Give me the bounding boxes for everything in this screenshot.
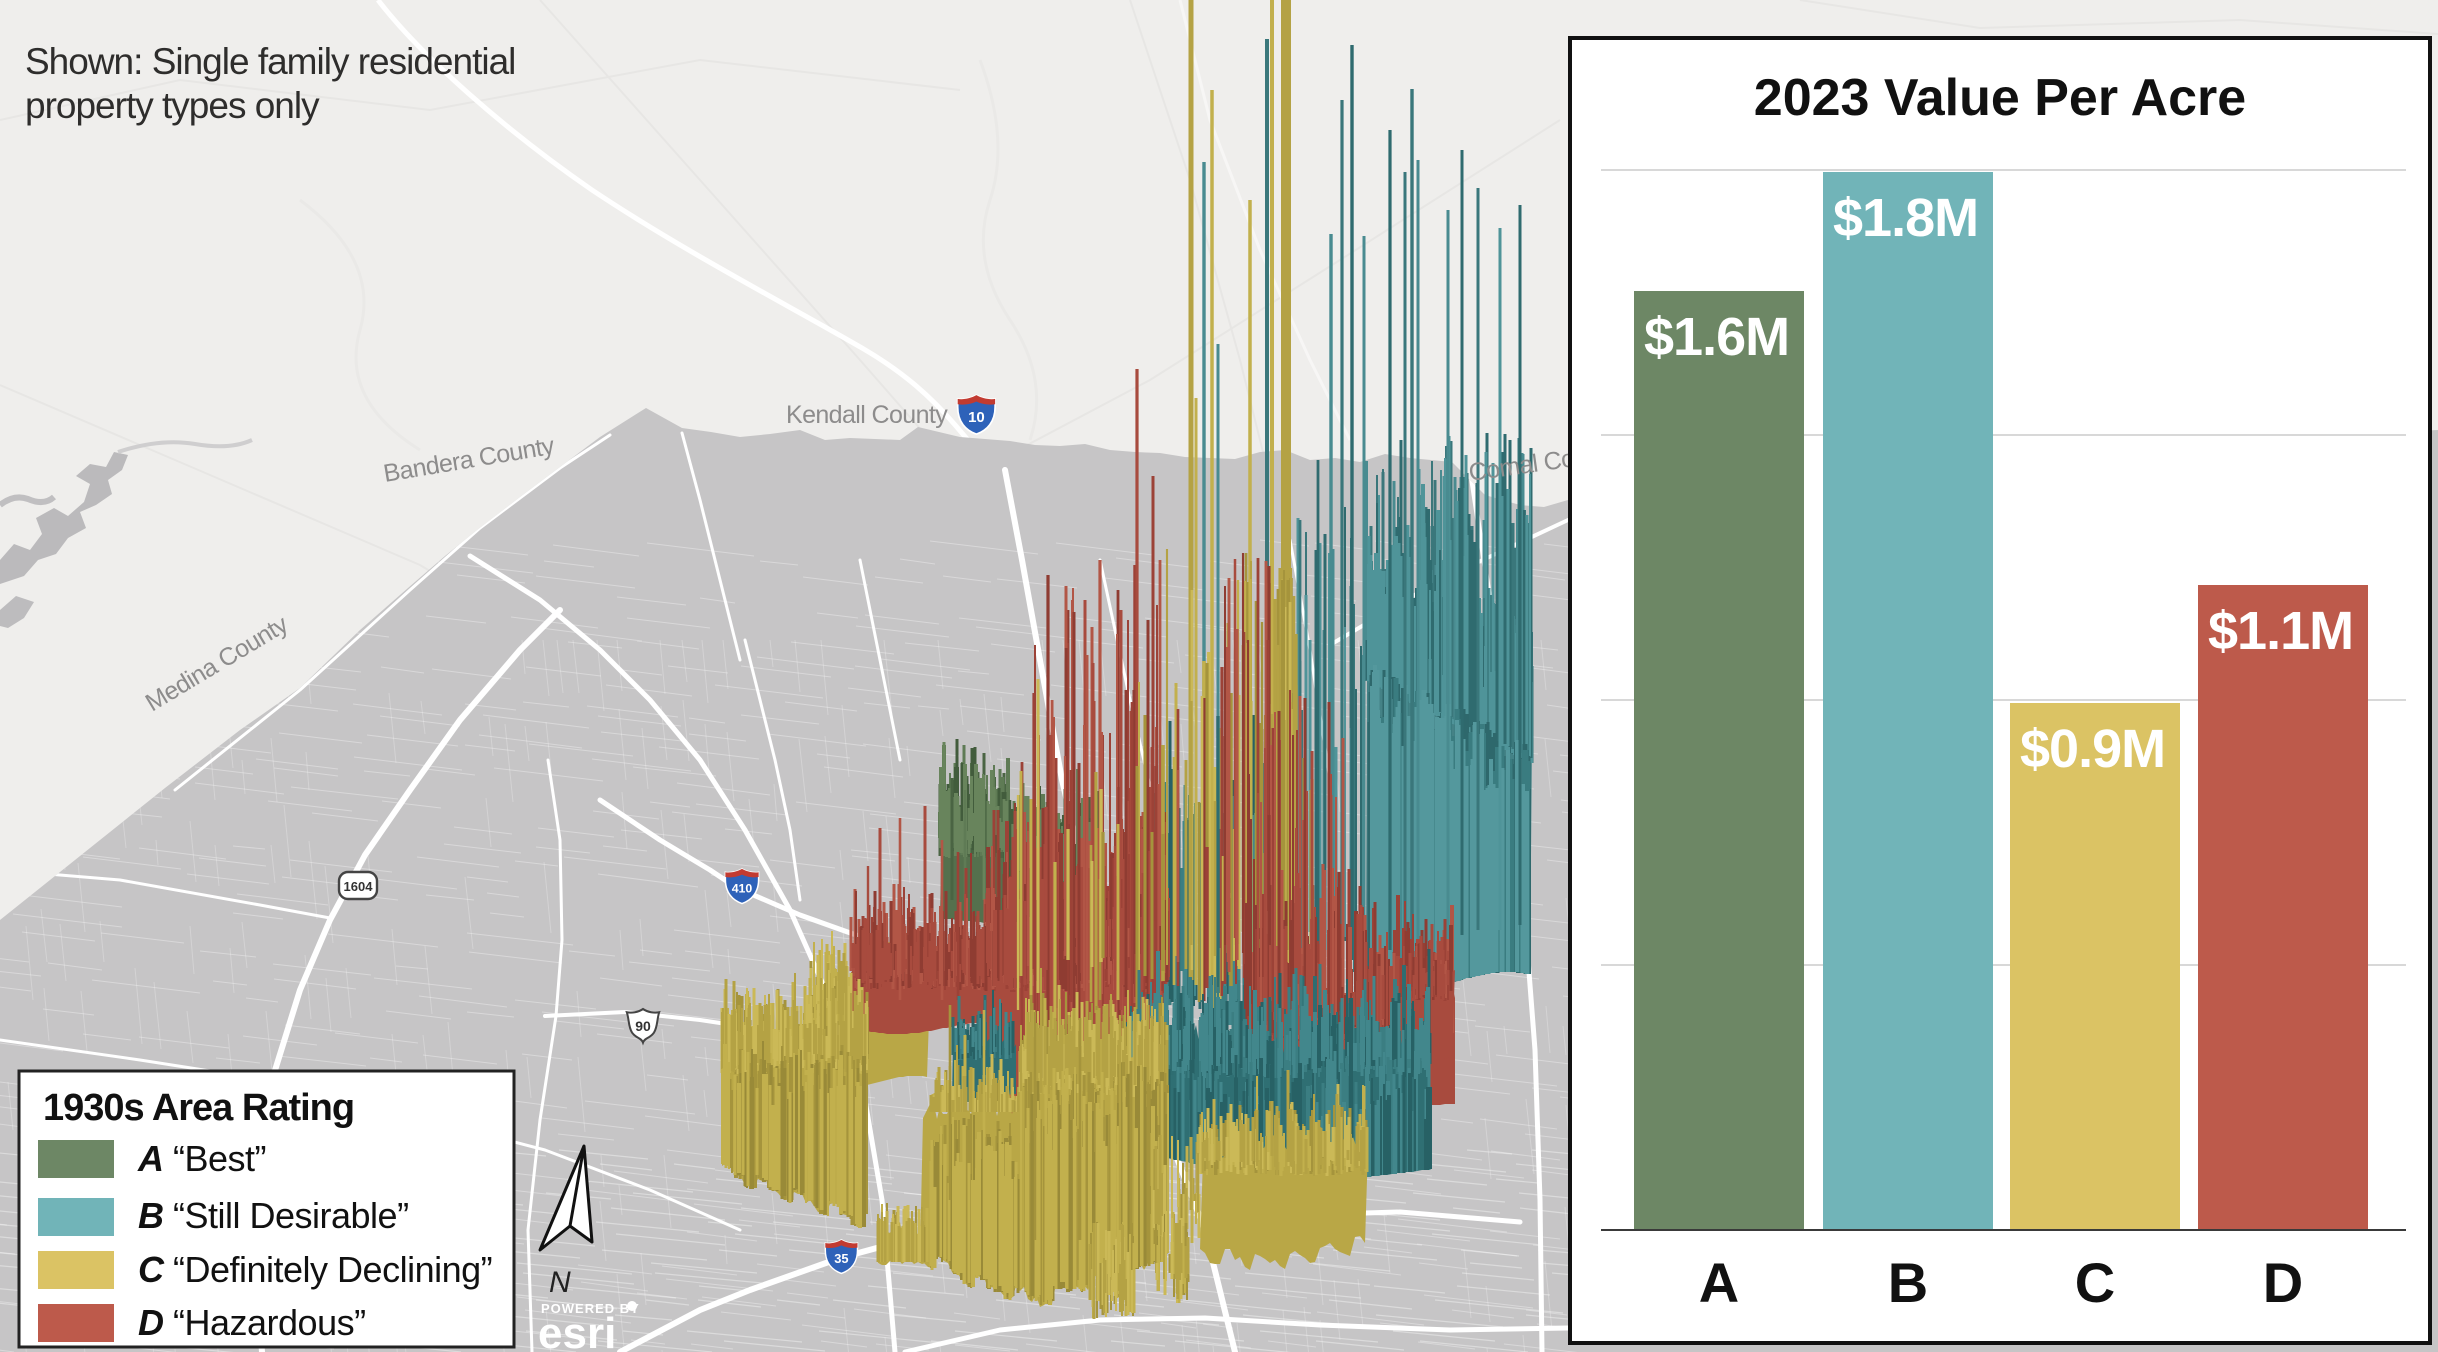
svg-text:property types only: property types only (25, 85, 320, 126)
svg-text:90: 90 (635, 1018, 651, 1034)
svg-text:C “Definitely Declining”: C “Definitely Declining” (138, 1249, 492, 1290)
svg-text:35: 35 (834, 1251, 848, 1266)
svg-text:10: 10 (968, 409, 985, 426)
svg-text:D “Hazardous”: D “Hazardous” (138, 1302, 366, 1343)
svg-text:Kendall County: Kendall County (786, 401, 948, 429)
svg-text:B “Still Desirable”: B “Still Desirable” (138, 1195, 409, 1236)
svg-text:esri: esri (538, 1309, 616, 1352)
svg-text:A “Best”: A “Best” (137, 1138, 266, 1179)
svg-text:1930s Area Rating: 1930s Area Rating (43, 1087, 354, 1129)
svg-text:410: 410 (732, 882, 753, 896)
svg-text:Shown: Single family residenti: Shown: Single family residential (25, 41, 515, 82)
svg-text:N: N (549, 1266, 571, 1299)
svg-text:1604: 1604 (344, 879, 374, 894)
svg-text:POWERED BY: POWERED BY (541, 1301, 640, 1316)
